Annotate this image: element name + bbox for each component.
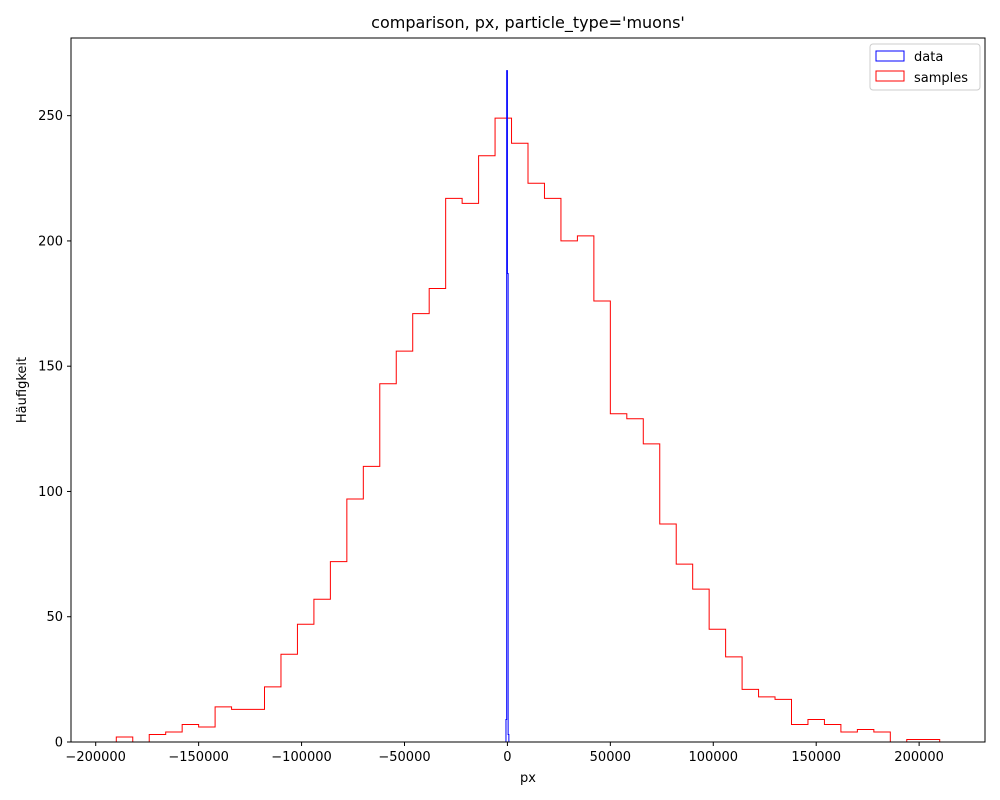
y-tick-label: 0: [55, 736, 63, 751]
x-tick-label: 100000: [688, 750, 738, 765]
y-tick-label: 50: [46, 610, 63, 625]
x-tick-label: −50000: [378, 750, 430, 765]
y-tick-label: 100: [38, 485, 63, 500]
x-axis-ticks: −200000 −150000 −100000 −50000 0 50000 100000 1…: [65, 742, 944, 765]
y-tick-label: 250: [38, 109, 63, 124]
legend: data samples: [869, 43, 981, 91]
histogram-series-data: [505, 70, 510, 742]
x-tick-label: 150000: [791, 750, 841, 765]
x-tick-label: −200000: [65, 750, 126, 765]
y-axis-label: Häufigkeit: [15, 357, 30, 423]
y-tick-label: 200: [38, 234, 63, 249]
legend-swatch-data: [875, 50, 905, 62]
axes-frame: [70, 37, 986, 743]
plot-area: [115, 70, 941, 743]
x-tick-label: 0: [503, 750, 511, 765]
legend-label-data: data: [914, 50, 943, 65]
chart-title: comparison, px, particle_type='muons': [371, 13, 685, 33]
legend-label-samples: samples: [914, 71, 968, 86]
y-axis-ticks: 0 50 100 150 200 250: [38, 109, 71, 751]
legend-box: [869, 43, 981, 91]
x-tick-label: 200000: [894, 750, 944, 765]
x-tick-label: −150000: [168, 750, 229, 765]
y-tick-label: 150: [38, 360, 63, 375]
histogram-series-samples: [115, 117, 941, 743]
legend-swatch-samples: [875, 70, 905, 82]
x-tick-label: 50000: [590, 750, 631, 765]
x-tick-label: −100000: [271, 750, 332, 765]
x-axis-label: px: [520, 771, 536, 786]
